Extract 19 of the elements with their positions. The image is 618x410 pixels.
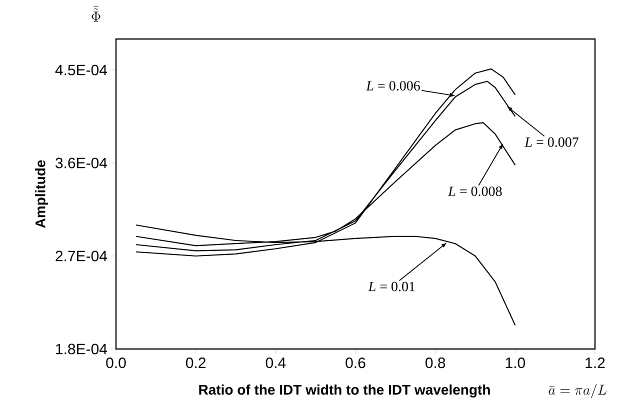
text: $\bar{a} = \pi a / L$ bbox=[548, 384, 606, 398]
annotation: L = 0.007 bbox=[524, 137, 578, 147]
annotation: L = 0.01 bbox=[368, 282, 415, 292]
y-tick-label: 2.7E-04 bbox=[56, 250, 108, 262]
y-tick-label: 1.8E-04 bbox=[56, 344, 108, 354]
x-tick-label: 0.6 bbox=[346, 358, 366, 368]
text: $\bar{\tilde{\Phi}}$ bbox=[92, 6, 100, 22]
y-axis-title: Amplitude bbox=[35, 160, 48, 228]
x-tick-label: 1.2 bbox=[586, 358, 605, 368]
x-tick-label: 0.4 bbox=[266, 358, 286, 368]
annotation: L = 0.008 bbox=[448, 186, 502, 196]
x-tick-label: 1.0 bbox=[506, 358, 526, 368]
x-tick-label: 0.2 bbox=[186, 358, 206, 368]
x-axis-title: Ratio of the IDT width to the IDT wavelength bbox=[199, 384, 490, 398]
y-tick-label: 3.6E-04 bbox=[56, 158, 108, 168]
annotation: L = 0.006 bbox=[366, 81, 420, 91]
x-tick-label: 0.8 bbox=[426, 358, 446, 368]
x-tick-label: 0.0 bbox=[106, 358, 126, 368]
y-tick-label: 4.5E-04 bbox=[55, 64, 108, 76]
